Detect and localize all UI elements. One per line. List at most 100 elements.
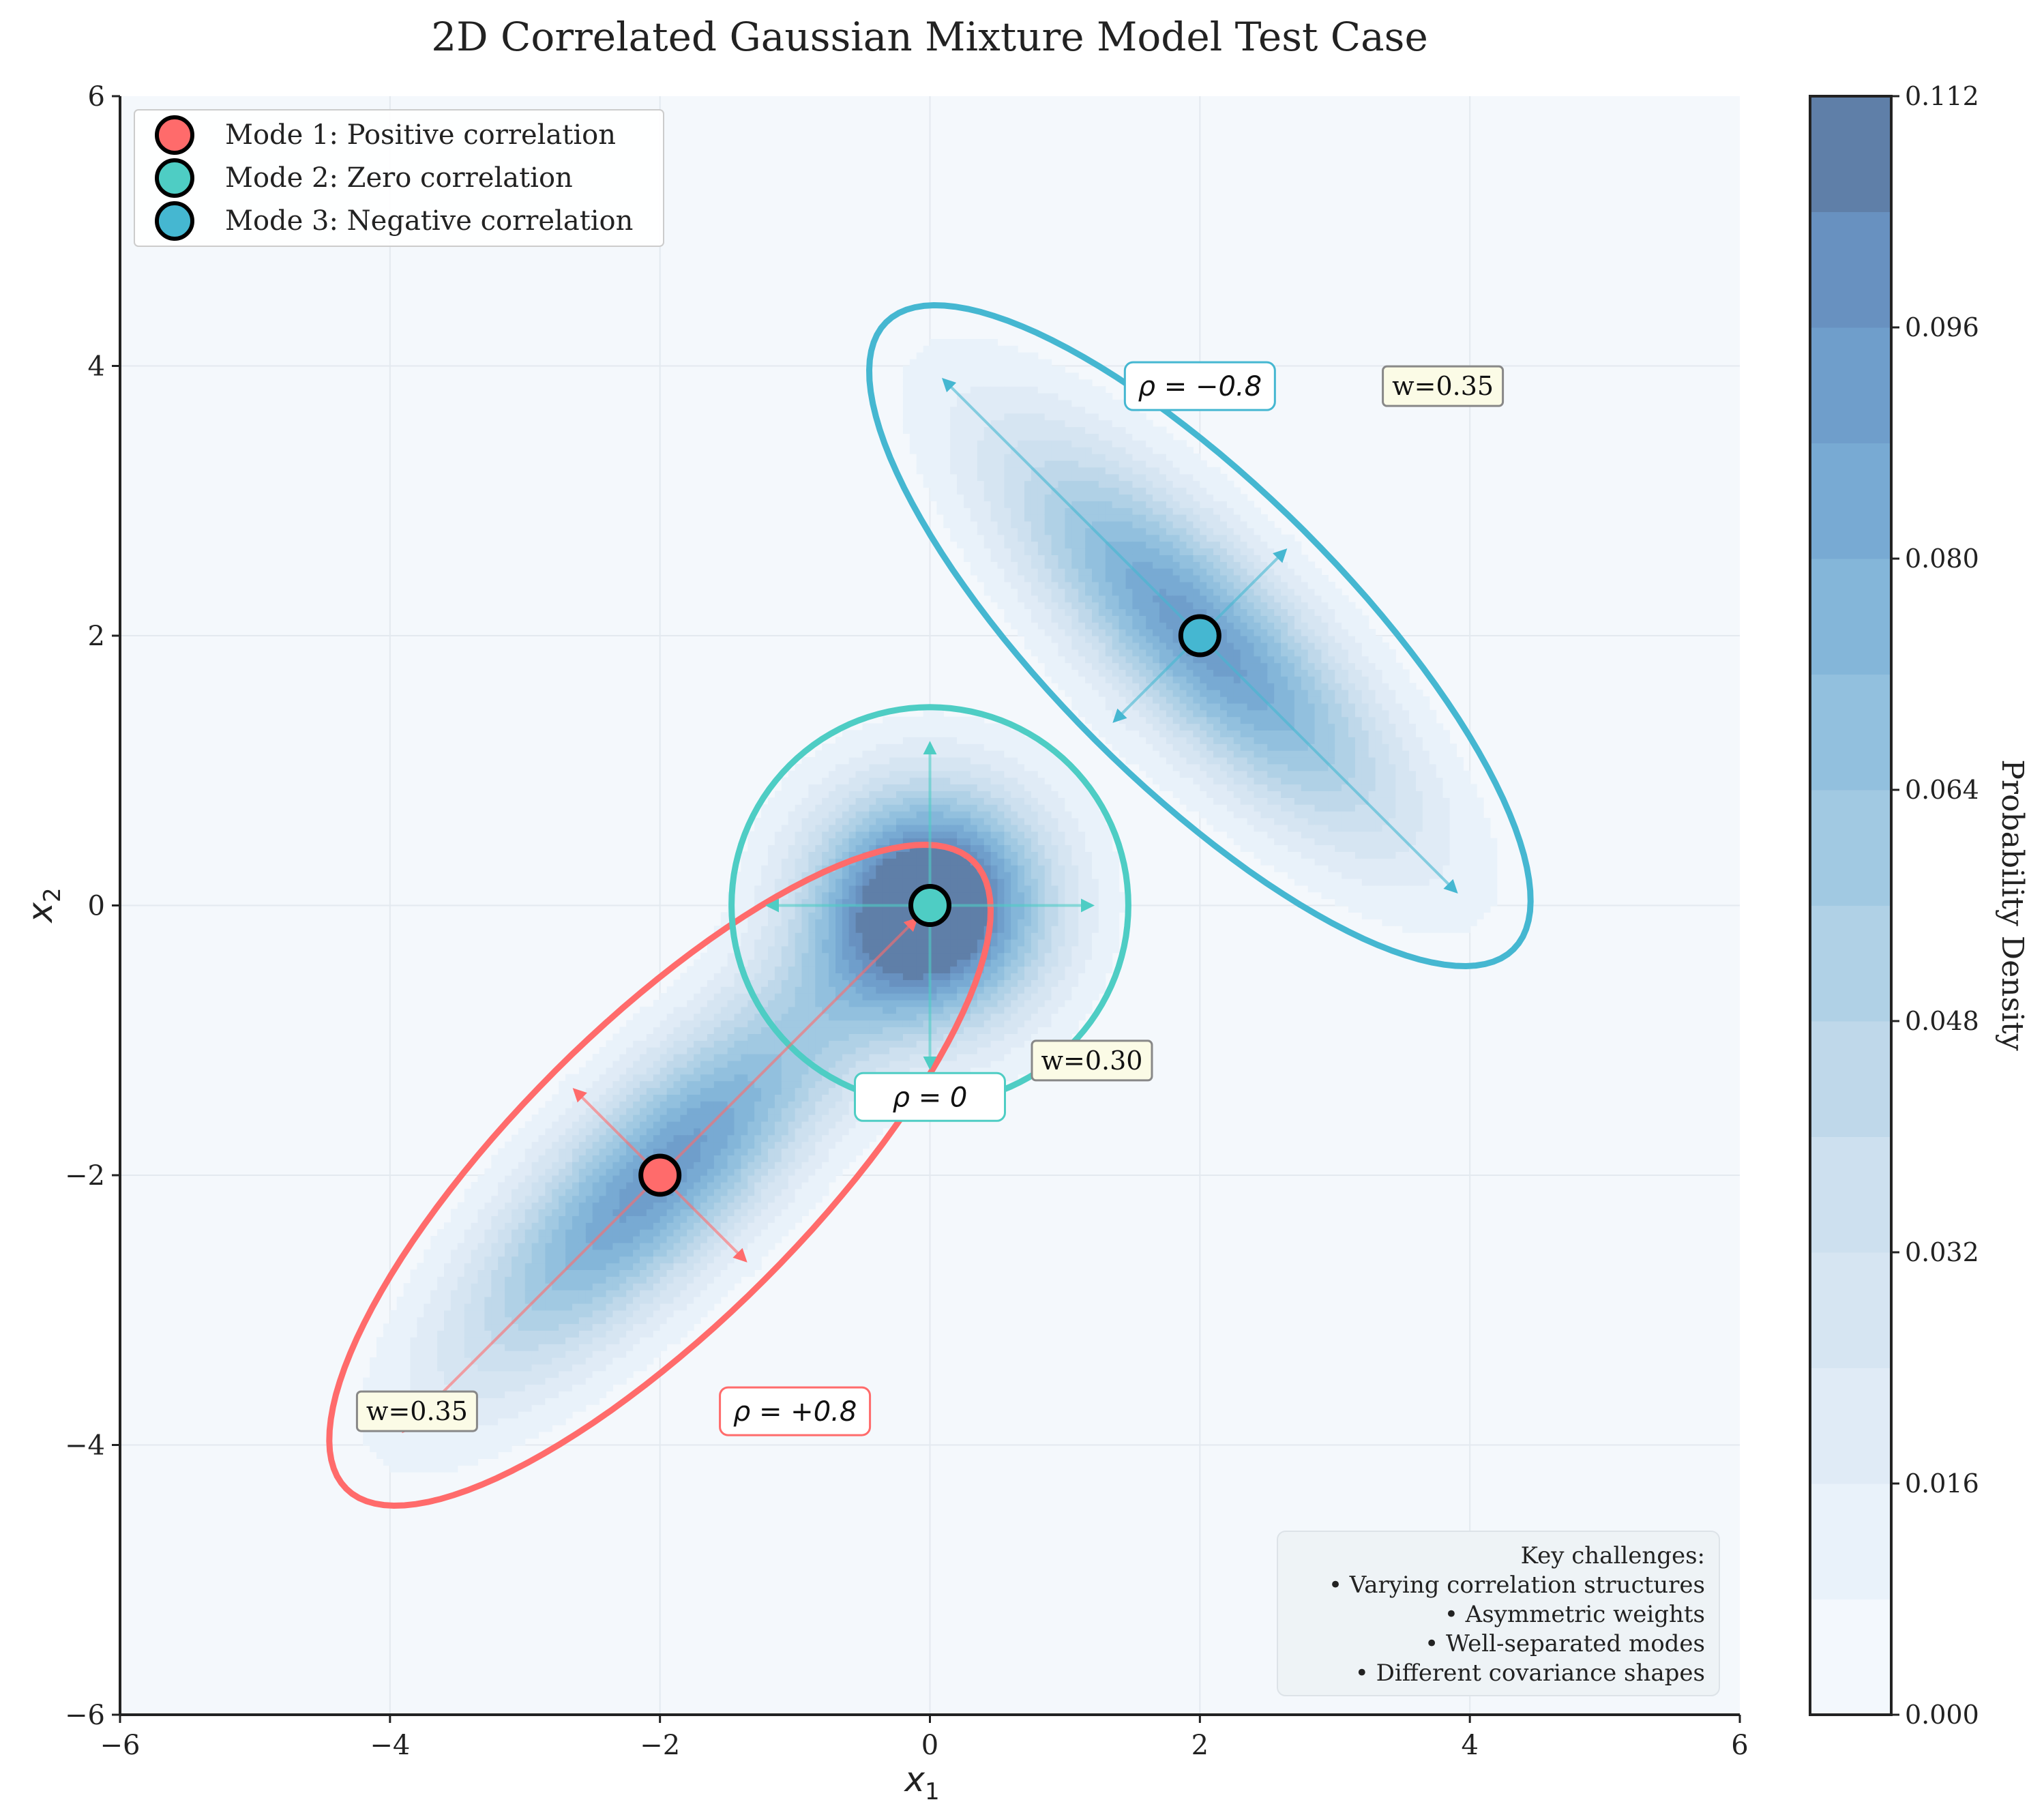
- density-cell: [477, 1451, 485, 1459]
- density-cell: [943, 487, 951, 495]
- density-cell: [538, 1424, 546, 1432]
- density-cell: [822, 1094, 829, 1102]
- density-cell: [876, 1020, 883, 1028]
- density-cell: [930, 339, 937, 346]
- density-cell: [957, 952, 964, 960]
- density-cell: [950, 359, 958, 367]
- density-cell: [444, 1290, 451, 1297]
- density-cell: [788, 1080, 796, 1089]
- density-cell: [680, 1033, 687, 1041]
- density-cell: [457, 1310, 465, 1318]
- density-cell: [768, 999, 775, 1007]
- density-cell: [950, 520, 958, 529]
- density-cell: [964, 986, 971, 994]
- density-cell: [957, 467, 964, 475]
- density-cell: [835, 770, 843, 778]
- density-cell: [599, 1303, 607, 1311]
- density-cell: [707, 986, 715, 994]
- density-cell: [970, 345, 978, 353]
- density-cell: [883, 737, 890, 744]
- density-cell: [694, 1027, 701, 1034]
- density-cell: [646, 1054, 654, 1061]
- density-cell: [612, 1195, 620, 1203]
- density-cell: [606, 1269, 613, 1277]
- density-cell: [477, 1202, 485, 1210]
- density-cell: [713, 1283, 722, 1290]
- density-cell: [592, 1303, 600, 1311]
- density-cell: [720, 1013, 728, 1021]
- density-cell: [694, 1276, 701, 1284]
- density-cell: [788, 1121, 796, 1129]
- density-cell: [626, 1290, 634, 1297]
- density-cell: [559, 1357, 566, 1365]
- density-cell: [572, 1391, 580, 1398]
- density-cell: [848, 986, 857, 994]
- density-cell: [687, 1215, 694, 1223]
- density-cell: [660, 1229, 668, 1237]
- density-cell: [673, 1027, 681, 1034]
- density-cell: [896, 730, 904, 737]
- density-cell: [902, 399, 910, 407]
- density-cell: [410, 1458, 417, 1466]
- density-cell: [801, 1006, 809, 1014]
- density-cell: [774, 966, 782, 973]
- density-cell: [964, 926, 971, 933]
- density-cell: [619, 1222, 627, 1230]
- density-cell: [720, 1162, 728, 1169]
- density-cell: [936, 838, 944, 846]
- density-cell: [788, 777, 796, 785]
- density-cell: [396, 1431, 404, 1439]
- density-cell: [842, 959, 850, 967]
- density-cell: [977, 1060, 985, 1068]
- density-cell: [936, 379, 944, 387]
- density-cell: [943, 973, 951, 980]
- density-cell: [666, 1101, 675, 1108]
- density-cell: [869, 945, 876, 954]
- density-cell: [936, 1060, 944, 1068]
- density-cell: [822, 844, 829, 852]
- density-cell: [437, 1451, 445, 1459]
- density-cell: [902, 372, 910, 380]
- density-cell: [741, 1033, 748, 1041]
- density-cell: [842, 824, 850, 832]
- density-cell: [842, 1141, 850, 1149]
- density-cell: [822, 1047, 829, 1054]
- density-cell: [829, 797, 836, 805]
- density-cell: [660, 1101, 668, 1108]
- density-cell: [822, 791, 829, 798]
- density-cell: [768, 1108, 775, 1115]
- density-cell: [491, 1209, 499, 1216]
- density-cell: [505, 1351, 512, 1358]
- density-cell: [943, 979, 951, 987]
- density-cell: [383, 1323, 391, 1331]
- density-cell: [964, 959, 971, 967]
- density-cell: [761, 865, 769, 872]
- density-cell: [889, 1020, 897, 1028]
- density-cell: [916, 777, 924, 785]
- density-cell: [640, 1027, 647, 1034]
- density-cell: [829, 1148, 836, 1155]
- density-cell: [815, 811, 823, 818]
- density-cell: [943, 1067, 951, 1075]
- density-cell: [795, 797, 803, 805]
- density-cell: [653, 1013, 661, 1021]
- density-cell: [862, 1121, 870, 1129]
- density-cell: [848, 932, 857, 940]
- density-cell: [606, 1283, 613, 1290]
- density-cell: [700, 1006, 708, 1014]
- density-cell: [855, 979, 863, 987]
- density-cell: [909, 1033, 917, 1041]
- density-cell: [363, 1384, 370, 1391]
- density-cell: [808, 912, 816, 919]
- density-cell: [531, 1263, 539, 1270]
- density-cell: [491, 1181, 499, 1190]
- density-cell: [795, 1060, 803, 1068]
- density-cell: [477, 1222, 485, 1230]
- density-cell: [747, 952, 755, 960]
- density-cell: [801, 959, 809, 967]
- density-cell: [512, 1404, 519, 1412]
- density-cell: [747, 858, 755, 866]
- density-cell: [403, 1438, 411, 1446]
- density-cell: [829, 1162, 836, 1169]
- density-cell: [734, 1263, 741, 1270]
